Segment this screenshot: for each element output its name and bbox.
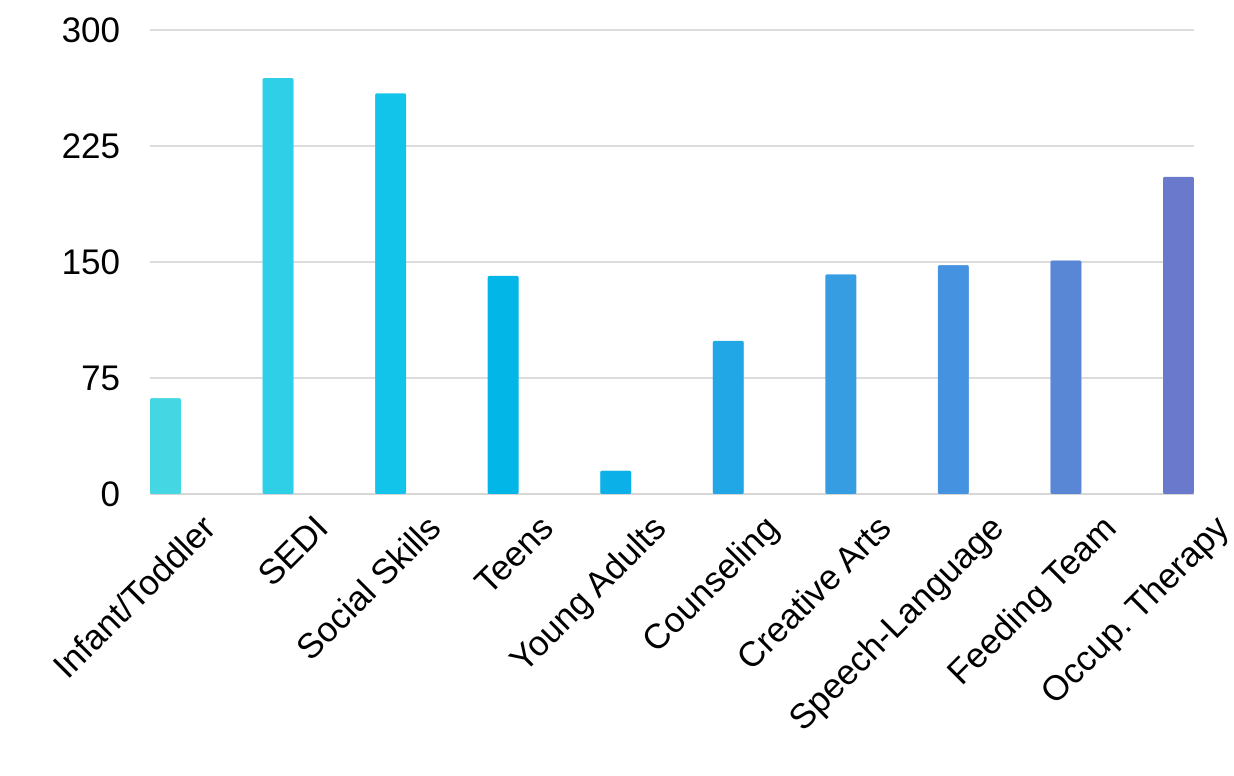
y-tick-label: 300 <box>62 11 120 50</box>
x-category-label: Speech-Language <box>781 508 1011 738</box>
bar-occup-therapy <box>1163 176 1194 494</box>
gridlines <box>150 29 1194 495</box>
y-tick-label: 150 <box>62 243 120 282</box>
bars <box>150 77 1194 495</box>
bar-feeding-team <box>1050 260 1082 494</box>
x-category-label: Occup. Therapy <box>1033 508 1234 712</box>
y-tick-label: 225 <box>62 127 120 166</box>
x-category-label: Infant/Toddler <box>46 508 224 686</box>
bar-infant-toddler <box>150 398 181 494</box>
bar-teens <box>487 275 519 494</box>
x-category-label: Teens <box>467 508 561 602</box>
bar-counseling <box>712 340 744 494</box>
bar-sedi <box>262 77 294 495</box>
y-tick-label: 75 <box>81 359 120 398</box>
x-category-label: SEDI <box>250 508 335 593</box>
bar-speech-language <box>937 265 969 494</box>
bar-social-skills <box>375 93 407 494</box>
bar-young-adults <box>600 470 632 494</box>
y-axis-tick-labels: 0 75 150 225 300 <box>62 11 120 514</box>
y-tick-label: 0 <box>101 475 120 514</box>
bar-creative-arts <box>825 274 857 494</box>
